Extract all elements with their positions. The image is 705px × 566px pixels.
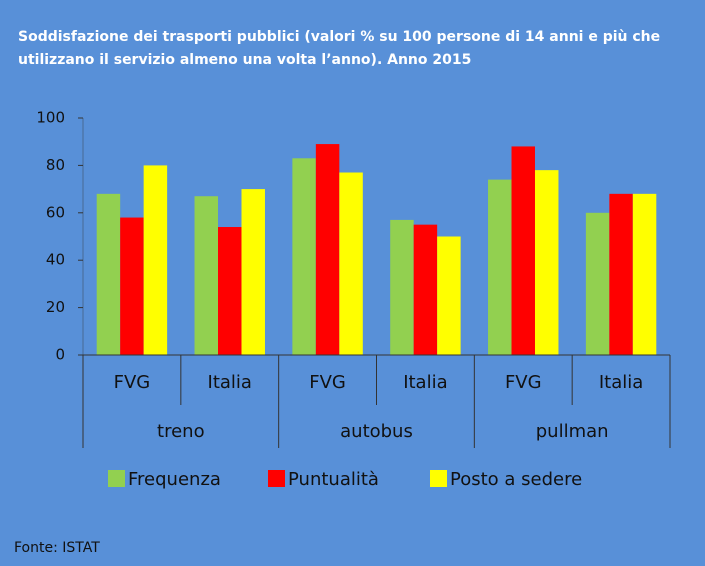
chart-title: utilizzano il servizio almeno una volta … [18, 52, 471, 68]
x-group-label: pullman [536, 421, 609, 442]
legend-swatch [268, 470, 285, 487]
x-tick-label: Italia [208, 372, 252, 393]
y-tick-label: 60 [46, 203, 65, 221]
chart-title: Soddisfazione dei trasporti pubblici (va… [18, 29, 660, 45]
x-tick-label: Italia [599, 372, 643, 393]
bar [339, 172, 363, 355]
bar [413, 224, 438, 355]
x-tick-label: FVG [505, 372, 542, 393]
legend-label: Posto a sedere [450, 469, 582, 490]
bar [120, 217, 144, 355]
bar [632, 193, 657, 355]
bar [143, 165, 168, 355]
bar [292, 158, 316, 355]
y-tick-label: 40 [46, 251, 65, 269]
x-group-label: autobus [340, 421, 413, 442]
legend-label: Frequenza [128, 469, 221, 490]
bar [534, 170, 559, 355]
y-tick-label: 20 [46, 298, 65, 316]
y-tick-label: 100 [36, 109, 65, 127]
bar [315, 144, 340, 355]
x-tick-label: FVG [114, 372, 151, 393]
bar [218, 227, 242, 355]
bar [488, 179, 512, 355]
bar [194, 196, 219, 355]
x-tick-label: FVG [309, 372, 346, 393]
x-group-label: treno [157, 421, 205, 442]
x-tick-label: Italia [403, 372, 447, 393]
y-tick-label: 80 [46, 156, 65, 174]
bar [390, 219, 414, 355]
bar [585, 212, 610, 355]
source: Fonte: ISTAT [14, 540, 100, 556]
legend-swatch [430, 470, 447, 487]
bar [437, 236, 461, 355]
bar [96, 193, 121, 355]
y-tick-label: 0 [55, 346, 65, 364]
legend-swatch [108, 470, 125, 487]
bar [511, 146, 535, 355]
bar [609, 193, 633, 355]
legend-label: Puntualità [288, 469, 379, 490]
bar [241, 189, 265, 355]
